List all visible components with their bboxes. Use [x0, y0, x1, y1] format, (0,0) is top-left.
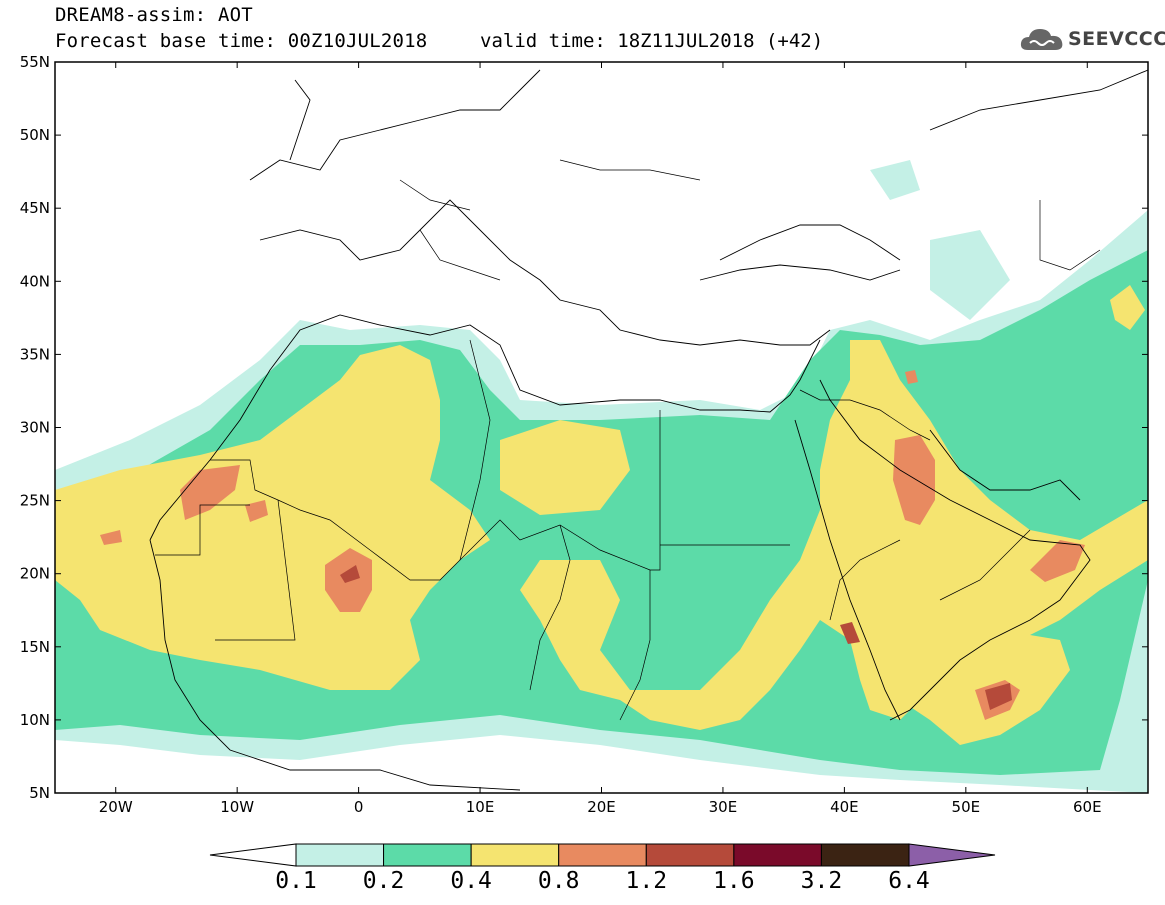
- forecast-base-time: Forecast base time: 00Z10JUL2018: [55, 30, 428, 52]
- lat-label: 35N: [20, 345, 50, 363]
- colorbar-over-arrow: [908, 843, 996, 867]
- lat-label: 55N: [20, 53, 50, 71]
- lon-label: 20W: [99, 798, 133, 816]
- colorbar-segment: [820, 843, 910, 867]
- lon-label: 30E: [709, 798, 738, 816]
- colorbar-label: 0.2: [362, 868, 405, 894]
- colorbar-label: 0.4: [450, 868, 492, 894]
- colorbar-label: 0.8: [537, 868, 580, 894]
- lat-label: 30N: [20, 419, 50, 437]
- coastlines: [149, 69, 1148, 791]
- colorbar-label: 3.2: [800, 868, 843, 894]
- lat-label: 20N: [20, 565, 50, 583]
- lat-label: 5N: [29, 784, 50, 802]
- lon-label: 40E: [830, 798, 859, 816]
- colorbar-label: 1.2: [625, 868, 668, 894]
- cloud-icon: [1020, 29, 1063, 50]
- lat-label: 40N: [20, 272, 50, 290]
- lat-label: 45N: [20, 199, 50, 217]
- colorbar-segment: [558, 843, 647, 867]
- aot-band-0.8: [180, 465, 240, 520]
- lon-label: 10W: [220, 798, 254, 816]
- lon-label: 0: [354, 798, 364, 816]
- colorbar-segment: [645, 843, 735, 867]
- lon-label: 20E: [587, 798, 616, 816]
- colorbar-label: 0.1: [275, 868, 317, 894]
- valid-time: valid time: 18Z11JUL2018 (+42): [480, 30, 824, 52]
- lat-label: 25N: [20, 492, 50, 510]
- aot-band-1.2: [340, 565, 360, 583]
- colorbar-segment: [470, 843, 560, 867]
- seevccc-logo: SEEVCCC: [1018, 22, 1165, 58]
- colorbar-segment: [733, 843, 822, 867]
- lon-label: 10E: [466, 798, 495, 816]
- colorbar-segment: [295, 843, 385, 867]
- colorbar-under-arrow: [209, 843, 297, 867]
- country-borders: [155, 159, 1101, 721]
- aot-fields: [55, 160, 1148, 793]
- map-title: DREAM8-assim: AOT: [55, 4, 253, 26]
- lat-label: 15N: [20, 638, 50, 656]
- lon-label: 60E: [1073, 798, 1102, 816]
- colorbar-label: 6.4: [888, 868, 930, 894]
- lon-label: 50E: [952, 798, 981, 816]
- colorbar-label: 1.6: [713, 868, 755, 894]
- aot-band-0.4: [55, 345, 490, 690]
- lat-label: 10N: [20, 711, 50, 729]
- colorbar: [209, 843, 996, 867]
- colorbar-segment: [383, 843, 472, 867]
- logo-text: SEEVCCC: [1068, 28, 1165, 50]
- lat-label: 50N: [20, 126, 50, 144]
